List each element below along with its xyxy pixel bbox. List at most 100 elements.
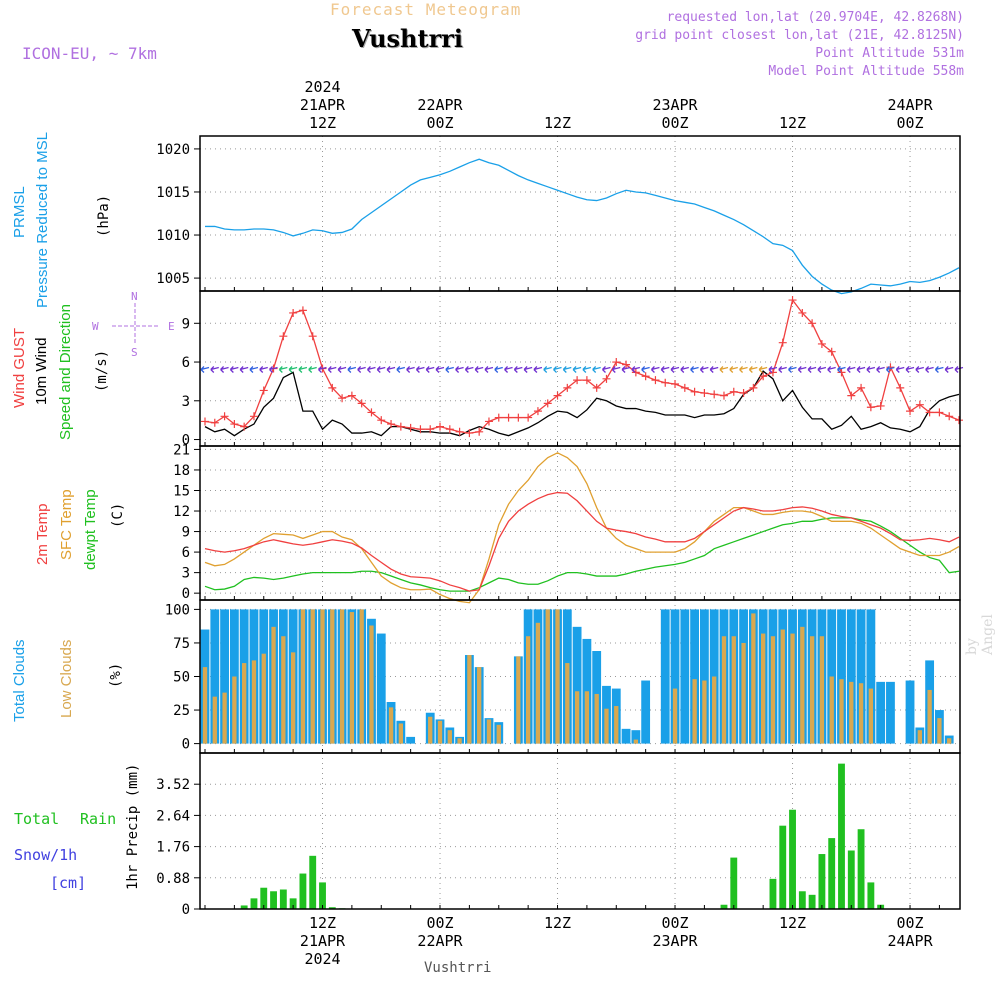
point-altitude: Point Altitude 531m [815, 46, 964, 61]
low-cloud-bar [477, 667, 482, 744]
low-cloud-bar [457, 738, 462, 744]
low-cloud-bar [447, 730, 452, 744]
low-cloud-bar [300, 609, 306, 744]
gust-marker [915, 400, 924, 409]
wind-panel-labels: Wind GUST 10m Wind Speed and Direction (… [11, 290, 175, 440]
low-cloud-bar [780, 629, 785, 744]
wind-arrow [758, 366, 768, 373]
low-cloud-bar [398, 723, 403, 744]
y-tick-label: 21 [173, 442, 190, 458]
top-time-label: 23APR [652, 96, 698, 114]
y-tick-label: 1020 [156, 142, 190, 158]
rain-bar [279, 889, 287, 909]
bottom-time-label: 21APR [300, 932, 346, 950]
gust-marker [906, 407, 915, 416]
total-cloud-bar [376, 633, 386, 744]
wind-arrow [288, 366, 298, 373]
bottom-time-label: 12Z [779, 914, 806, 932]
gust-marker [367, 408, 376, 417]
low-cloud-bar [702, 680, 707, 744]
gust-marker [641, 372, 650, 381]
low-cloud-bar [525, 636, 531, 744]
gust-marker [573, 376, 582, 385]
gust-marker [465, 429, 474, 438]
axes-layer: 1005101010151020036903691215182102550751… [156, 78, 940, 968]
low-cloud-bar [633, 739, 639, 744]
top-time-label: 00Z [661, 114, 688, 132]
wind-arrow [739, 366, 748, 373]
rain-bar [730, 857, 738, 909]
low-cloud-bar [947, 738, 952, 744]
gust-marker [622, 360, 631, 369]
requested-coords: requested lon,lat (20.9704E, 42.8268N) [666, 10, 964, 25]
gust-marker [279, 332, 288, 341]
temp-label-dew: dewpt Temp [82, 489, 99, 570]
rain-bar [779, 825, 787, 909]
gust-marker [201, 417, 209, 426]
wind-arrow [386, 366, 396, 373]
wind-arrow [200, 366, 210, 373]
low-cloud-bar [917, 730, 922, 744]
gust-marker [866, 403, 875, 412]
low-cloud-bar [330, 609, 335, 744]
wind-label-gust: Wind GUST [11, 328, 28, 408]
wind-arrow [298, 366, 308, 373]
y-tick-label: 1015 [156, 185, 190, 201]
gust-marker [416, 425, 425, 434]
temp-panel-labels: 2m Temp SFC Temp dewpt Temp (C) [34, 489, 126, 570]
low-cloud-bar [202, 667, 208, 744]
low-cloud-bar [232, 676, 237, 744]
cloud-panel-labels: Total Clouds Low Clouds (%) [11, 639, 124, 722]
wind-arrow [269, 366, 278, 373]
low-cloud-bar [222, 692, 227, 744]
gust-marker [700, 389, 709, 398]
wind-arrow [885, 366, 895, 373]
total-cloud-bar [837, 609, 846, 744]
gust-marker [817, 339, 826, 348]
wind-arrow [621, 366, 631, 373]
gust-marker [533, 407, 542, 416]
low-cloud-bar [604, 708, 609, 744]
top-time-label: 12Z [309, 114, 336, 132]
total-cloud-bar [846, 609, 856, 744]
pressure-label-prmsl: PRMSL [11, 186, 28, 238]
wind-arrow [954, 366, 964, 373]
y-tick-label: 0 [182, 737, 190, 753]
total-cloud-bar [621, 728, 631, 744]
gust-marker [788, 296, 797, 305]
low-cloud-bar [819, 636, 825, 744]
y-tick-label: 12 [173, 504, 190, 520]
low-cloud-bar [849, 681, 854, 744]
gust-marker [582, 376, 591, 385]
total-cloud-bar [210, 609, 220, 744]
y-tick-label: 6 [182, 355, 190, 371]
total-cloud-bar [856, 609, 866, 744]
low-cloud-bar [937, 718, 942, 744]
low-cloud-bar [858, 683, 864, 744]
wind-gust-line [204, 298, 960, 434]
low-cloud-bar [751, 613, 756, 744]
footer-location: Vushtrri [424, 960, 491, 976]
bottom-time-label: 24APR [887, 932, 933, 950]
wind-10m-line [204, 370, 960, 437]
low-cloud-bar [339, 609, 345, 744]
wind-arrow [367, 366, 376, 373]
wind-arrow [748, 366, 758, 373]
low-cloud-bar [927, 689, 932, 744]
low-cloud-bar [359, 609, 364, 744]
wind-arrow [415, 366, 425, 373]
compass-s: S [131, 346, 138, 359]
rain-bar [818, 854, 826, 909]
gust-marker [298, 306, 307, 315]
wind-arrow [533, 366, 543, 373]
gust-marker [857, 383, 866, 392]
pressure-label-desc: Pressure Reduced to MSL [34, 132, 51, 308]
rain-bar [250, 898, 258, 909]
wind-arrow [680, 366, 689, 373]
bottom-time-label: 23APR [652, 932, 698, 950]
low-cloud-bar [369, 625, 374, 744]
gust-marker [328, 383, 337, 392]
wind-arrow [327, 366, 337, 373]
gust-marker [249, 412, 258, 421]
gust-marker [729, 387, 738, 396]
